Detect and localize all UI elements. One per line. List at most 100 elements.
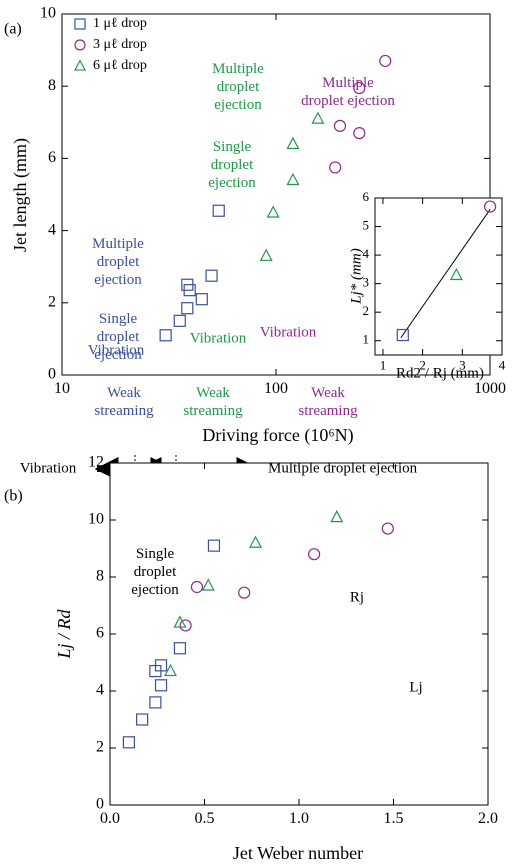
marker	[238, 586, 251, 599]
annotation: Lj	[409, 679, 422, 695]
legend-label: 3 μℓ drop	[93, 37, 147, 52]
legend-marker	[74, 18, 86, 30]
marker	[330, 509, 344, 523]
panel: 1 2 3 4 1 2 3 4 5 6 Rd2 / Rj (mm) Lj* (mm)	[348, 189, 505, 381]
y-axis-label: Lj* (mm)	[348, 248, 364, 304]
annotation: Weak streaming	[183, 385, 243, 419]
marker	[154, 679, 168, 692]
marker	[483, 200, 497, 213]
marker	[286, 136, 300, 150]
y-tick-label: 4	[363, 246, 370, 261]
marker	[329, 161, 342, 174]
panel: 0.0 0.5 1.0 1.5 2.0 0 2 4 6 8 10 12 Jet Weber number…	[4, 454, 498, 863]
x-tick-label: 10	[54, 380, 70, 397]
annotation: Single droplet ejection	[94, 311, 142, 363]
x-axis-label: Rd2 / Rj (mm)	[396, 365, 484, 381]
x-tick-label: 0.5	[195, 810, 215, 827]
marker	[136, 713, 149, 726]
marker	[379, 54, 392, 68]
fit-line	[400, 209, 491, 339]
panel-label: (a)	[4, 21, 22, 38]
marker	[396, 328, 409, 342]
marker	[179, 619, 192, 632]
x-tick-label: 2	[419, 358, 426, 373]
marker	[173, 642, 187, 655]
legend-marker	[74, 39, 86, 51]
marker	[249, 535, 263, 548]
annotation: Weak streaming	[94, 385, 154, 419]
x-tick-label: 0.0	[100, 810, 120, 827]
annotation: Vibration	[20, 460, 77, 476]
x-axis-label: Jet Weber number	[233, 843, 363, 863]
legend-label: 6 μℓ drop	[93, 58, 147, 73]
marker	[308, 548, 321, 561]
panel-label: (b)	[4, 488, 23, 505]
annotation: Rj	[350, 589, 364, 605]
y-tick-label: 6	[96, 625, 104, 642]
y-tick-label: 4	[48, 221, 56, 238]
annotation: Multiple droplet ejection	[268, 460, 418, 476]
marker	[333, 119, 347, 133]
marker	[353, 81, 366, 95]
y-tick-label: 6	[48, 149, 56, 166]
marker	[173, 314, 186, 327]
y-tick-label: 0	[96, 796, 104, 813]
y-tick-label: 8	[96, 568, 104, 585]
marker	[173, 615, 187, 628]
y-tick-label: 4	[96, 682, 104, 699]
marker	[154, 659, 168, 672]
y-tick-label: 10	[40, 5, 56, 22]
x-tick-label: 4	[499, 358, 506, 373]
annotation: Multiple droplet ejection	[301, 75, 395, 109]
marker	[207, 539, 221, 552]
marker	[205, 269, 218, 282]
y-tick-label: 8	[48, 77, 56, 94]
x-tick-label: 1	[380, 358, 387, 373]
marker	[181, 302, 194, 315]
marker	[259, 248, 273, 261]
x-tick-label: 1.0	[289, 810, 309, 827]
y-tick-label: 6	[363, 189, 370, 204]
marker	[149, 696, 162, 709]
legend-label: 1 μℓ drop	[93, 16, 147, 31]
x-axis-label: Driving force (10⁶N)	[202, 425, 353, 446]
marker	[190, 580, 204, 594]
annotation: Single droplet ejection	[208, 139, 256, 191]
annotation: Multiple droplet ejection	[92, 236, 144, 288]
y-tick-label: 0	[48, 366, 56, 383]
marker	[311, 111, 325, 124]
marker	[449, 267, 463, 281]
plot-frame	[109, 462, 489, 806]
marker	[201, 578, 215, 591]
y-tick-label: 2	[48, 293, 56, 310]
annotation: Vibration	[88, 342, 145, 358]
y-tick-label: 5	[363, 218, 370, 233]
annotation: Single droplet ejection	[131, 546, 179, 598]
marker	[353, 127, 366, 140]
x-tick-label: 100	[264, 380, 288, 397]
x-tick-label: 2.0	[478, 810, 498, 827]
y-axis-label: Lj / Rd	[54, 609, 74, 660]
annotation: Multiple droplet ejection	[212, 61, 264, 113]
marker	[122, 736, 136, 749]
legend-marker	[74, 59, 86, 71]
marker	[183, 284, 196, 297]
annotation: Weak streaming	[298, 385, 358, 419]
x-tick-label: 1000	[474, 380, 506, 397]
y-tick-label: 2	[96, 739, 104, 756]
marker	[159, 329, 172, 342]
marker	[266, 205, 280, 218]
plot-frame	[374, 197, 503, 356]
annotation: Vibration	[260, 324, 317, 340]
marker	[381, 522, 394, 535]
y-tick-label: 3	[363, 275, 370, 290]
marker	[286, 172, 300, 186]
y-tick-label: 1	[363, 332, 370, 347]
y-tick-label: 10	[88, 511, 104, 528]
y-tick-label: 12	[88, 454, 104, 471]
marker	[212, 204, 225, 217]
annotation: Vibration	[190, 330, 247, 346]
marker	[163, 663, 177, 677]
y-tick-label: 2	[363, 303, 370, 318]
